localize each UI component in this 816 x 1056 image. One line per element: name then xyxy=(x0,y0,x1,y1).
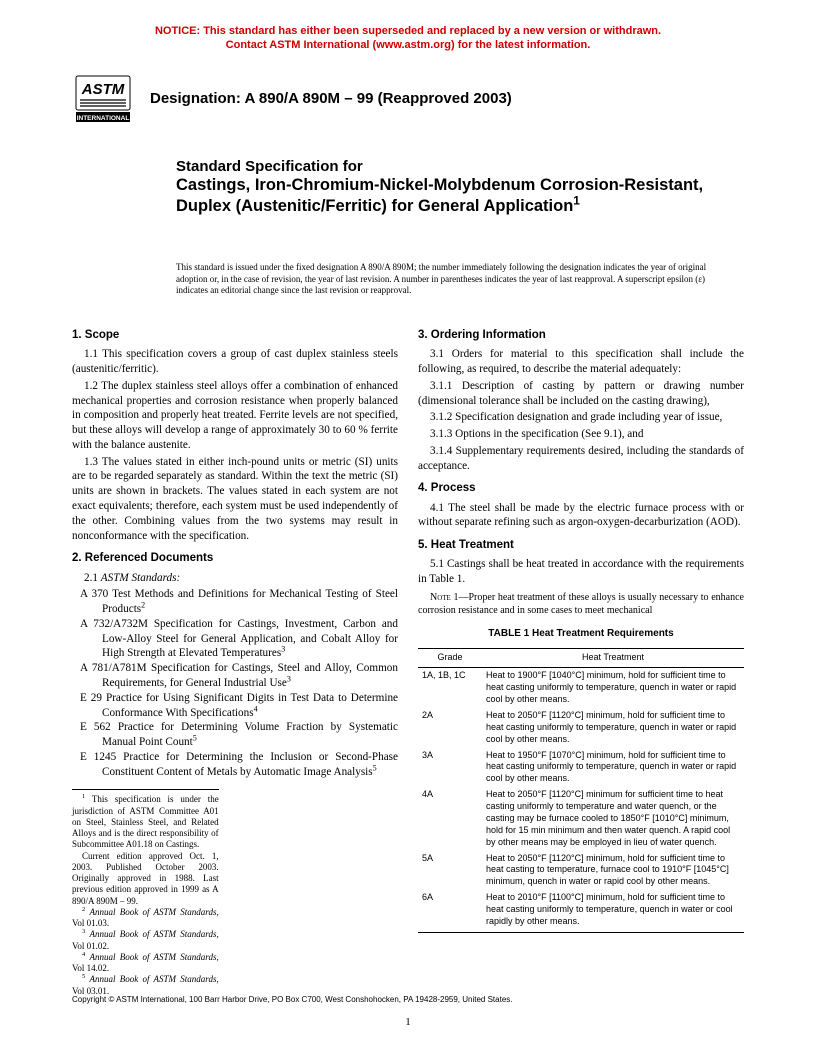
sec3-heading: 3. Ordering Information xyxy=(418,328,744,343)
astm-logo: ASTM INTERNATIONAL xyxy=(72,70,134,126)
table-row: 2AHeat to 2050°F [1120°C] minimum, hold … xyxy=(418,708,744,748)
table-row: 3AHeat to 1950°F [1070°C] minimum, hold … xyxy=(418,748,744,788)
sec4-heading: 4. Process xyxy=(418,481,744,496)
logo-label: INTERNATIONAL xyxy=(77,115,130,122)
designation: Designation: A 890/A 890M – 99 (Reapprov… xyxy=(150,90,512,107)
footnotes: 1 This specification is under the jurisd… xyxy=(72,789,219,997)
ref-item: E 1245 Practice for Determining the Incl… xyxy=(72,750,398,780)
title-main: Castings, Iron-Chromium-Nickel-Molybdenu… xyxy=(176,175,736,216)
notice-line2: Contact ASTM International (www.astm.org… xyxy=(226,39,591,51)
table1-title: TABLE 1 Heat Treatment Requirements xyxy=(418,627,744,640)
table1-col1: Grade xyxy=(418,649,482,668)
table1-table: Grade Heat Treatment 1A, 1B, 1CHeat to 1… xyxy=(418,648,744,932)
sec5-p1: 5.1 Castings shall be heat treated in ac… xyxy=(418,557,744,587)
table-row: 4AHeat to 2050°F [1120°C] minimum for su… xyxy=(418,787,744,850)
issue-note: This standard is issued under the fixed … xyxy=(176,262,728,297)
table1-col2: Heat Treatment xyxy=(482,649,744,668)
sec3-p1: 3.1 Orders for material to this specific… xyxy=(418,347,744,377)
copyright: Copyright © ASTM International, 100 Barr… xyxy=(72,995,744,1004)
notice-line1: NOTICE: This standard has either been su… xyxy=(155,25,661,37)
sec3-p3: 3.1.2 Specification designation and grad… xyxy=(418,410,744,425)
table-row: 1A, 1B, 1CHeat to 1900°F [1040°C] minimu… xyxy=(418,668,744,708)
supersession-notice: NOTICE: This standard has either been su… xyxy=(0,24,816,53)
sec5-note: Note 1—Proper heat treatment of these al… xyxy=(418,591,744,617)
sec5-heading: 5. Heat Treatment xyxy=(418,538,744,553)
ref-item: E 562 Practice for Determining Volume Fr… xyxy=(72,720,398,750)
page-number: 1 xyxy=(0,1016,816,1028)
svg-text:ASTM: ASTM xyxy=(81,81,125,98)
title-block: Standard Specification for Castings, Iro… xyxy=(176,158,736,216)
sec1-p3: 1.3 The values stated in either inch-pou… xyxy=(72,455,398,544)
table-row: 6AHeat to 2010°F [1100°C] minimum, hold … xyxy=(418,890,744,932)
title-lead: Standard Specification for xyxy=(176,158,736,175)
sec1-p2: 1.2 The duplex stainless steel alloys of… xyxy=(72,379,398,453)
sec1-heading: 1. Scope xyxy=(72,328,398,343)
sec2-heading: 2. Referenced Documents xyxy=(72,551,398,566)
ref-item: E 29 Practice for Using Significant Digi… xyxy=(72,691,398,721)
sec3-p4: 3.1.3 Options in the specification (See … xyxy=(418,427,744,442)
sec3-p2: 3.1.1 Description of casting by pattern … xyxy=(418,379,744,409)
table1: TABLE 1 Heat Treatment Requirements Grad… xyxy=(418,627,744,933)
body-columns: 1. Scope 1.1 This specification covers a… xyxy=(72,320,744,984)
ref-item: A 370 Test Methods and Definitions for M… xyxy=(72,587,398,617)
sec2-lead: 2.1 ASTM Standards: xyxy=(72,571,398,586)
header: ASTM INTERNATIONAL Designation: A 890/A … xyxy=(72,70,744,126)
ref-item: A 781/A781M Specification for Castings, … xyxy=(72,661,398,691)
table-row: 5AHeat to 2050°F [1120°C] minimum, hold … xyxy=(418,851,744,891)
ref-item: A 732/A732M Specification for Castings, … xyxy=(72,617,398,661)
sec3-p5: 3.1.4 Supplementary requirements desired… xyxy=(418,444,744,474)
sec1-p1: 1.1 This specification covers a group of… xyxy=(72,347,398,377)
sec4-p1: 4.1 The steel shall be made by the elect… xyxy=(418,501,744,531)
